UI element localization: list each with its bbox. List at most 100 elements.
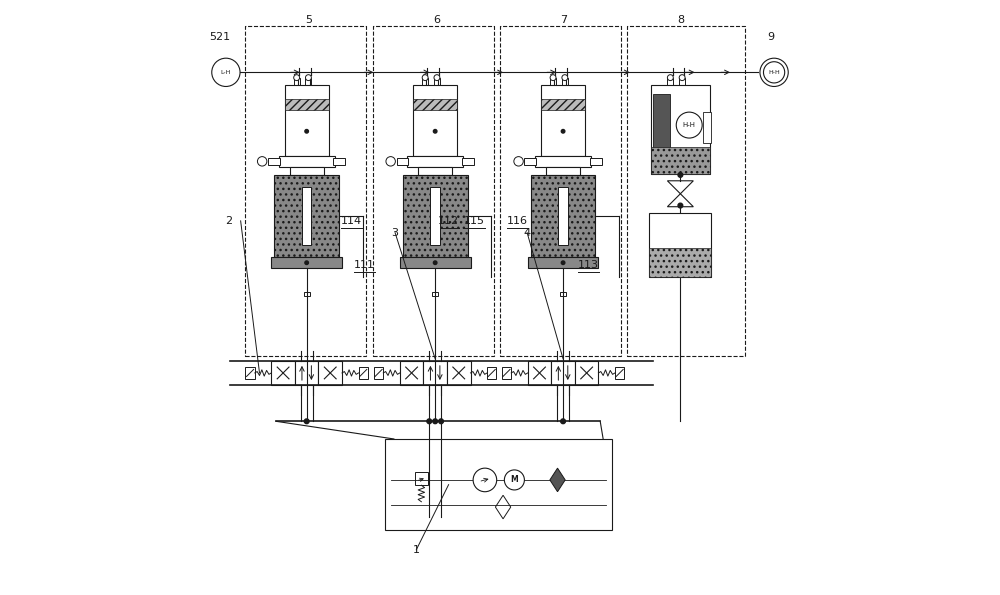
Bar — [649, 212, 711, 277]
Bar — [651, 85, 710, 174]
Bar — [423, 361, 447, 386]
Bar — [413, 85, 457, 156]
Bar — [413, 99, 457, 110]
Bar — [541, 99, 585, 110]
Bar — [400, 361, 423, 386]
Bar — [615, 367, 624, 379]
Text: 9: 9 — [768, 32, 775, 42]
Bar — [268, 158, 280, 165]
Circle shape — [561, 130, 565, 133]
Bar — [447, 361, 471, 386]
Bar — [432, 292, 438, 296]
Text: 7: 7 — [560, 15, 567, 26]
Bar — [651, 147, 710, 174]
Bar — [667, 77, 673, 85]
Bar — [385, 439, 612, 530]
Circle shape — [305, 261, 308, 265]
Bar — [653, 94, 670, 165]
Bar — [430, 187, 440, 245]
Bar — [290, 167, 324, 175]
Circle shape — [434, 75, 440, 80]
Circle shape — [676, 112, 702, 138]
Bar — [524, 158, 536, 165]
Bar — [294, 77, 300, 85]
Bar — [333, 158, 345, 165]
Text: L-H: L-H — [221, 70, 231, 75]
Circle shape — [562, 75, 568, 80]
Bar — [434, 77, 440, 85]
Circle shape — [304, 419, 309, 424]
Text: 113: 113 — [578, 260, 599, 270]
Bar — [415, 472, 428, 486]
Bar — [271, 258, 342, 268]
Text: 4: 4 — [524, 228, 531, 237]
Circle shape — [439, 419, 443, 424]
Polygon shape — [550, 468, 565, 491]
Bar — [550, 77, 556, 85]
Bar — [627, 26, 745, 356]
Bar — [245, 26, 366, 356]
Text: 3: 3 — [392, 228, 399, 237]
Bar — [359, 367, 368, 379]
Circle shape — [294, 75, 300, 80]
Text: M: M — [511, 475, 518, 484]
Circle shape — [550, 75, 556, 80]
Bar — [422, 77, 428, 85]
Circle shape — [433, 261, 437, 265]
Bar — [302, 187, 311, 245]
Circle shape — [422, 75, 428, 80]
Bar — [462, 158, 474, 165]
Text: H-H: H-H — [683, 122, 696, 128]
Circle shape — [433, 419, 438, 424]
Text: 8: 8 — [677, 15, 684, 26]
Bar — [649, 248, 711, 277]
Text: 2: 2 — [225, 216, 232, 226]
Circle shape — [561, 419, 565, 424]
Bar — [487, 367, 496, 379]
Bar — [271, 361, 295, 386]
Circle shape — [473, 468, 497, 491]
Circle shape — [305, 75, 311, 80]
Bar — [304, 292, 310, 296]
Bar — [274, 175, 339, 258]
Bar — [528, 258, 598, 268]
Bar — [407, 156, 463, 167]
Bar — [295, 361, 318, 386]
Bar — [560, 292, 566, 296]
Text: 521: 521 — [209, 32, 230, 42]
Circle shape — [386, 156, 395, 166]
Bar — [373, 26, 494, 356]
Circle shape — [561, 261, 565, 265]
Circle shape — [678, 173, 683, 177]
Bar — [528, 361, 551, 386]
Text: H-H: H-H — [768, 70, 780, 75]
Bar — [535, 156, 591, 167]
Circle shape — [760, 58, 788, 86]
Text: 114: 114 — [341, 216, 362, 226]
Circle shape — [427, 419, 432, 424]
Bar — [418, 167, 452, 175]
Bar — [279, 156, 335, 167]
Bar — [590, 158, 602, 165]
Bar — [285, 85, 329, 156]
Bar — [562, 77, 568, 85]
Bar — [502, 367, 511, 379]
Bar — [531, 175, 595, 258]
Text: 115: 115 — [464, 216, 485, 226]
Circle shape — [667, 75, 673, 80]
Text: 111: 111 — [354, 260, 375, 270]
Bar — [546, 167, 580, 175]
Bar — [500, 26, 621, 356]
Text: 1: 1 — [413, 545, 420, 555]
Text: 116: 116 — [507, 216, 528, 226]
Circle shape — [678, 203, 683, 208]
Circle shape — [763, 62, 785, 83]
Circle shape — [504, 470, 524, 490]
Bar — [541, 85, 585, 156]
Circle shape — [514, 156, 523, 166]
Bar — [403, 175, 468, 258]
Bar — [374, 367, 383, 379]
Circle shape — [433, 130, 437, 133]
Bar — [679, 77, 685, 85]
Text: 6: 6 — [433, 15, 440, 26]
